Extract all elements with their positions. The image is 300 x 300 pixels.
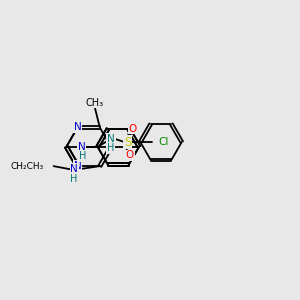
Text: S: S <box>124 136 131 148</box>
Text: O: O <box>129 124 137 134</box>
Text: N: N <box>74 161 81 171</box>
Text: CH₃: CH₃ <box>86 98 104 108</box>
Text: N: N <box>74 122 81 133</box>
Text: N: N <box>70 164 78 174</box>
Text: CH₂CH₃: CH₂CH₃ <box>11 162 44 171</box>
Text: H: H <box>70 174 77 184</box>
Text: N: N <box>78 142 86 152</box>
Text: N: N <box>107 134 115 144</box>
Text: Cl: Cl <box>159 137 169 147</box>
Text: H: H <box>79 152 86 161</box>
Text: H: H <box>107 143 114 153</box>
Text: O: O <box>126 150 134 161</box>
